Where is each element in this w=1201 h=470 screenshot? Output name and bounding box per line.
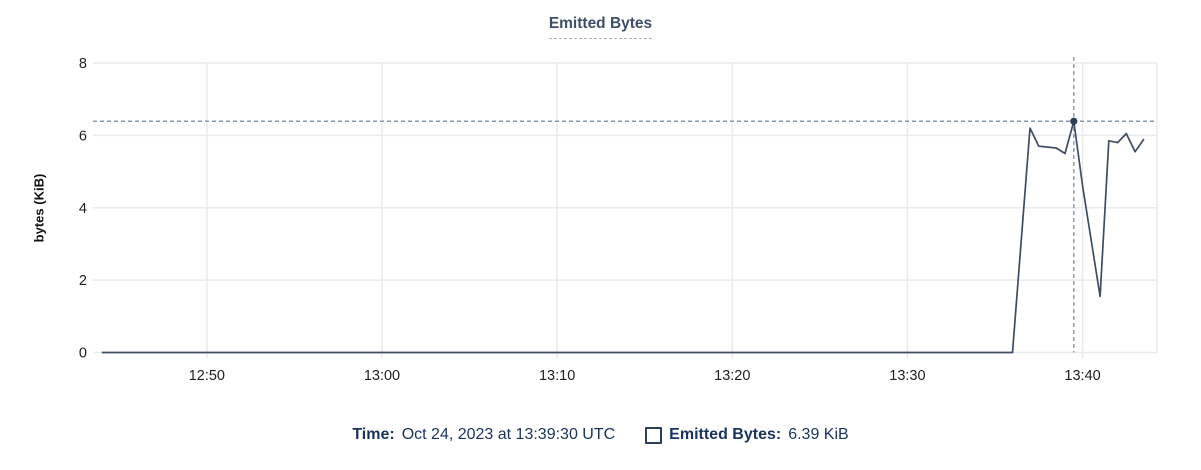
x-tick-label: 13:30 <box>889 368 925 384</box>
y-tick-label: 2 <box>79 273 87 289</box>
x-tick-label: 13:40 <box>1064 368 1100 384</box>
chart-header: Emitted Bytes <box>0 15 1201 39</box>
x-tick-label: 13:00 <box>364 368 400 384</box>
y-tick-label: 8 <box>79 56 87 72</box>
tooltip-time-value: Oct 24, 2023 at 13:39:30 UTC <box>401 426 616 443</box>
y-tick-label: 6 <box>79 128 87 144</box>
x-tick-label: 13:20 <box>714 368 750 384</box>
square-outline-icon <box>645 426 663 444</box>
line-chart-plot[interactable]: 0 2 4 6 8 12:50 13:00 13:10 13:20 13:30 13:40 <box>0 0 1201 400</box>
x-tick-label: 13:10 <box>539 368 575 384</box>
tooltip-legend: Time: Oct 24, 2023 at 13:39:30 UTC Emitt… <box>0 426 1201 444</box>
highlight-dot <box>1070 117 1078 125</box>
chart-title: Emitted Bytes <box>548 15 653 39</box>
series-label: Emitted Bytes: <box>669 426 782 443</box>
tooltip-time-label: Time: <box>352 426 395 443</box>
legend-item-emitted-bytes[interactable]: Emitted Bytes: 6.39 KiB <box>645 426 849 444</box>
x-tick-label: 12:50 <box>189 368 225 384</box>
series-value: 6.39 KiB <box>788 426 849 443</box>
series-line-emitted-bytes <box>101 120 1145 354</box>
y-tick-label: 4 <box>79 201 87 217</box>
y-tick-label: 0 <box>79 346 87 362</box>
